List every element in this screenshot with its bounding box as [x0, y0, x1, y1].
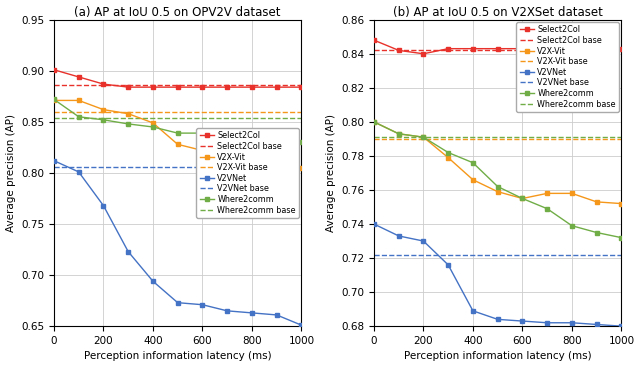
Legend: Select2Col, Select2Col base, V2X-Vit, V2X-Vit base, V2VNet, V2VNet base, Where2c: Select2Col, Select2Col base, V2X-Vit, V2… — [516, 22, 619, 112]
X-axis label: Perception information latency (ms): Perception information latency (ms) — [404, 352, 591, 361]
X-axis label: Perception information latency (ms): Perception information latency (ms) — [84, 352, 271, 361]
Legend: Select2Col, Select2Col base, V2X-Vit, V2X-Vit base, V2VNet, V2VNet base, Where2c: Select2Col, Select2Col base, V2X-Vit, V2… — [196, 128, 299, 218]
Title: (b) AP at IoU 0.5 on V2XSet dataset: (b) AP at IoU 0.5 on V2XSet dataset — [393, 6, 603, 19]
Y-axis label: Average precision (AP): Average precision (AP) — [326, 114, 335, 232]
Title: (a) AP at IoU 0.5 on OPV2V dataset: (a) AP at IoU 0.5 on OPV2V dataset — [74, 6, 281, 19]
Y-axis label: Average precision (AP): Average precision (AP) — [6, 114, 15, 232]
